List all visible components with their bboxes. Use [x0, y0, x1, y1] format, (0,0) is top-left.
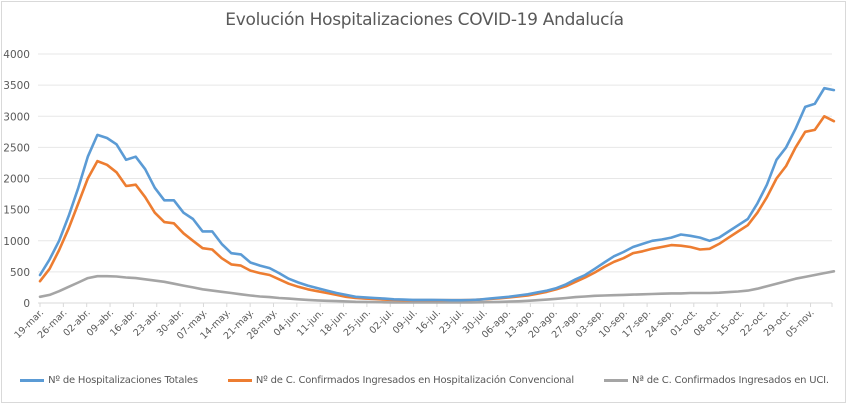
series-line-0: [38, 86, 836, 302]
legend-swatch-convencional: [227, 379, 252, 382]
y-tick-label: 3000: [3, 111, 30, 123]
legend: Nº de Hospitalizaciones Totales Nº de C.…: [0, 375, 849, 386]
legend-label-convencional: Nº de C. Confirmados Ingresados en Hospi…: [255, 375, 574, 386]
x-tick-label: 02-jul.: [367, 307, 396, 336]
y-tick-label: 3500: [3, 80, 30, 92]
legend-swatch-totales: [20, 379, 45, 382]
y-tick-label: 500: [10, 267, 30, 279]
gridlines: [38, 53, 832, 304]
y-tick-label: 2000: [3, 174, 30, 186]
legend-item-totales[interactable]: Nº de Hospitalizaciones Totales: [20, 375, 198, 386]
legend-swatch-uci: [603, 379, 628, 382]
legend-item-convencional[interactable]: Nº de C. Confirmados Ingresados en Hospi…: [227, 375, 574, 386]
legend-label-uci: Nª de C. Confirmados Ingresados en UCI.: [631, 375, 829, 386]
y-tick-label: 4000: [3, 49, 30, 61]
x-tick-label: 16-jul.: [414, 307, 443, 336]
chart-title: Evolución Hospitalizaciones COVID-19 And…: [225, 10, 624, 30]
y-axis-ticks: 0 500 1000 1500 2000 2500 3000 3500 4000: [3, 49, 30, 310]
x-axis: 19-mar.26-mar.02-abr.09-abr.16-abr.23-ab…: [12, 303, 833, 342]
y-tick-label: 2500: [3, 142, 30, 154]
series-lines: [38, 86, 836, 304]
legend-label-totales: Nº de Hospitalizaciones Totales: [48, 375, 198, 386]
y-tick-label: 1000: [3, 236, 30, 248]
series-line-1: [38, 115, 836, 302]
x-tick-label: 23-jul.: [438, 307, 467, 336]
legend-item-uci[interactable]: Nª de C. Confirmados Ingresados en UCI.: [603, 375, 829, 386]
series-line-2: [38, 269, 836, 304]
y-tick-label: 0: [23, 298, 30, 310]
y-tick-label: 1500: [3, 205, 30, 217]
x-tick-label: 09-jul.: [391, 307, 420, 336]
